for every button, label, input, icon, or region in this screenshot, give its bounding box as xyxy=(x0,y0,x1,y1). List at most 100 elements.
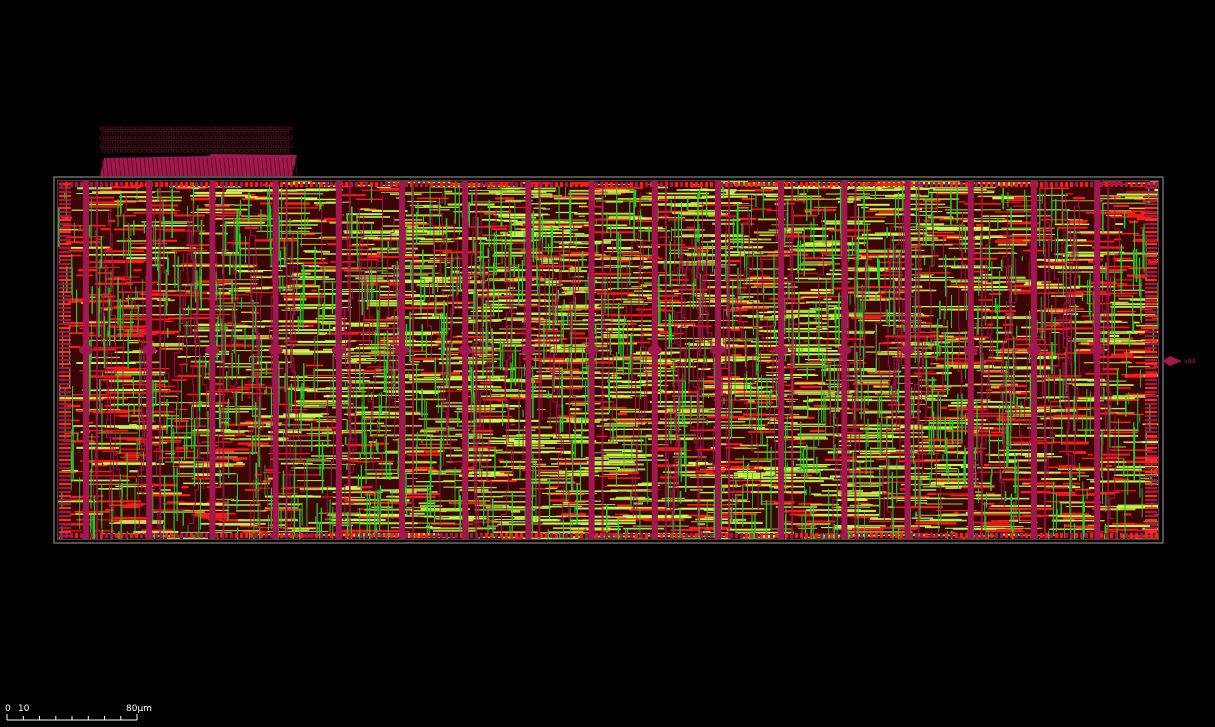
io-cell xyxy=(115,144,120,148)
scale-bar: 0 10 80µm xyxy=(5,704,152,721)
io-cell xyxy=(227,144,232,148)
io-cell xyxy=(140,144,145,148)
power-via xyxy=(1027,345,1041,355)
io-cell xyxy=(198,149,203,153)
io-cell xyxy=(106,149,111,153)
io-cell xyxy=(191,135,196,139)
io-cell xyxy=(259,140,264,144)
io-cell xyxy=(234,131,239,135)
io-cell xyxy=(99,144,104,148)
power-strap xyxy=(651,181,658,539)
io-cell xyxy=(157,140,162,144)
io-cell xyxy=(178,140,183,144)
power-strap xyxy=(715,181,721,539)
io-cell xyxy=(203,131,208,135)
io-cell xyxy=(247,144,252,148)
io-cell xyxy=(278,144,283,148)
io-cell xyxy=(249,131,254,135)
io-cell xyxy=(224,140,229,144)
io-cell xyxy=(283,135,288,139)
io-cell xyxy=(269,140,274,144)
io-cell xyxy=(264,140,269,144)
io-cell xyxy=(239,149,244,153)
io-cell xyxy=(127,131,132,135)
io-cell xyxy=(120,135,125,139)
power-via xyxy=(900,345,915,355)
power-via xyxy=(963,345,978,355)
power-strap-sub xyxy=(664,181,667,539)
io-cell xyxy=(104,126,109,130)
io-cell xyxy=(275,140,280,144)
io-cell xyxy=(219,131,224,135)
core-outline xyxy=(57,180,1159,540)
io-cell xyxy=(145,135,150,139)
io-cell xyxy=(257,135,262,139)
power-strap xyxy=(967,181,974,539)
io-cell xyxy=(168,149,173,153)
io-cell xyxy=(267,126,272,130)
power-via xyxy=(584,345,599,355)
io-cell xyxy=(99,126,104,130)
io-cell xyxy=(117,149,122,153)
io-cell xyxy=(264,149,269,153)
io-cell xyxy=(140,126,145,130)
io-cell xyxy=(262,144,267,148)
io-cell xyxy=(135,144,140,148)
io-cell xyxy=(227,126,232,130)
io-cell xyxy=(242,126,247,130)
scale-tick-label: 10 xyxy=(18,704,30,714)
io-cell xyxy=(171,126,176,130)
io-cell xyxy=(106,140,111,144)
power-strap-sub xyxy=(980,181,983,539)
power-via xyxy=(205,345,220,355)
io-cell xyxy=(173,140,178,144)
power-strap xyxy=(462,181,469,539)
pin-diamond-icon xyxy=(1162,356,1182,366)
io-cell xyxy=(183,131,188,135)
power-via xyxy=(774,345,789,355)
io-cell xyxy=(275,131,280,135)
io-cell xyxy=(224,149,229,153)
io-cell xyxy=(206,144,211,148)
io-cell xyxy=(267,144,272,148)
io-cell xyxy=(191,144,196,148)
io-cell xyxy=(264,131,269,135)
power-via xyxy=(521,345,536,355)
io-cell xyxy=(259,131,264,135)
power-strap-sub xyxy=(1107,181,1110,539)
io-cell xyxy=(213,131,218,135)
io-cell xyxy=(198,131,203,135)
power-strap xyxy=(399,181,405,539)
power-strap-sub xyxy=(285,181,288,539)
io-cell xyxy=(188,140,193,144)
io-cell xyxy=(283,126,288,130)
io-cell xyxy=(106,131,111,135)
io-cell xyxy=(244,140,249,144)
io-cell xyxy=(244,149,249,153)
io-cell xyxy=(157,149,162,153)
power-strap-sub xyxy=(854,181,857,539)
io-cell xyxy=(252,126,257,130)
io-cell xyxy=(208,149,213,153)
power-strap xyxy=(904,181,911,539)
vdd-pin[interactable]: vdd xyxy=(1162,356,1195,366)
die-outline xyxy=(53,176,1164,544)
power-strap-sub xyxy=(222,181,225,539)
power-strap xyxy=(146,181,153,539)
power-strap xyxy=(83,181,89,539)
io-cell xyxy=(288,144,293,148)
io-cell xyxy=(152,131,157,135)
power-via xyxy=(837,345,852,355)
io-cell xyxy=(162,140,167,144)
io-cell xyxy=(176,144,181,148)
io-cell xyxy=(186,144,191,148)
io-cell xyxy=(229,149,234,153)
power-strap-sub xyxy=(348,181,351,539)
io-cell xyxy=(109,135,114,139)
io-cell xyxy=(193,140,198,144)
io-cell xyxy=(203,149,208,153)
io-cell xyxy=(285,140,290,144)
io-cell xyxy=(117,140,122,144)
io-cell xyxy=(127,140,132,144)
